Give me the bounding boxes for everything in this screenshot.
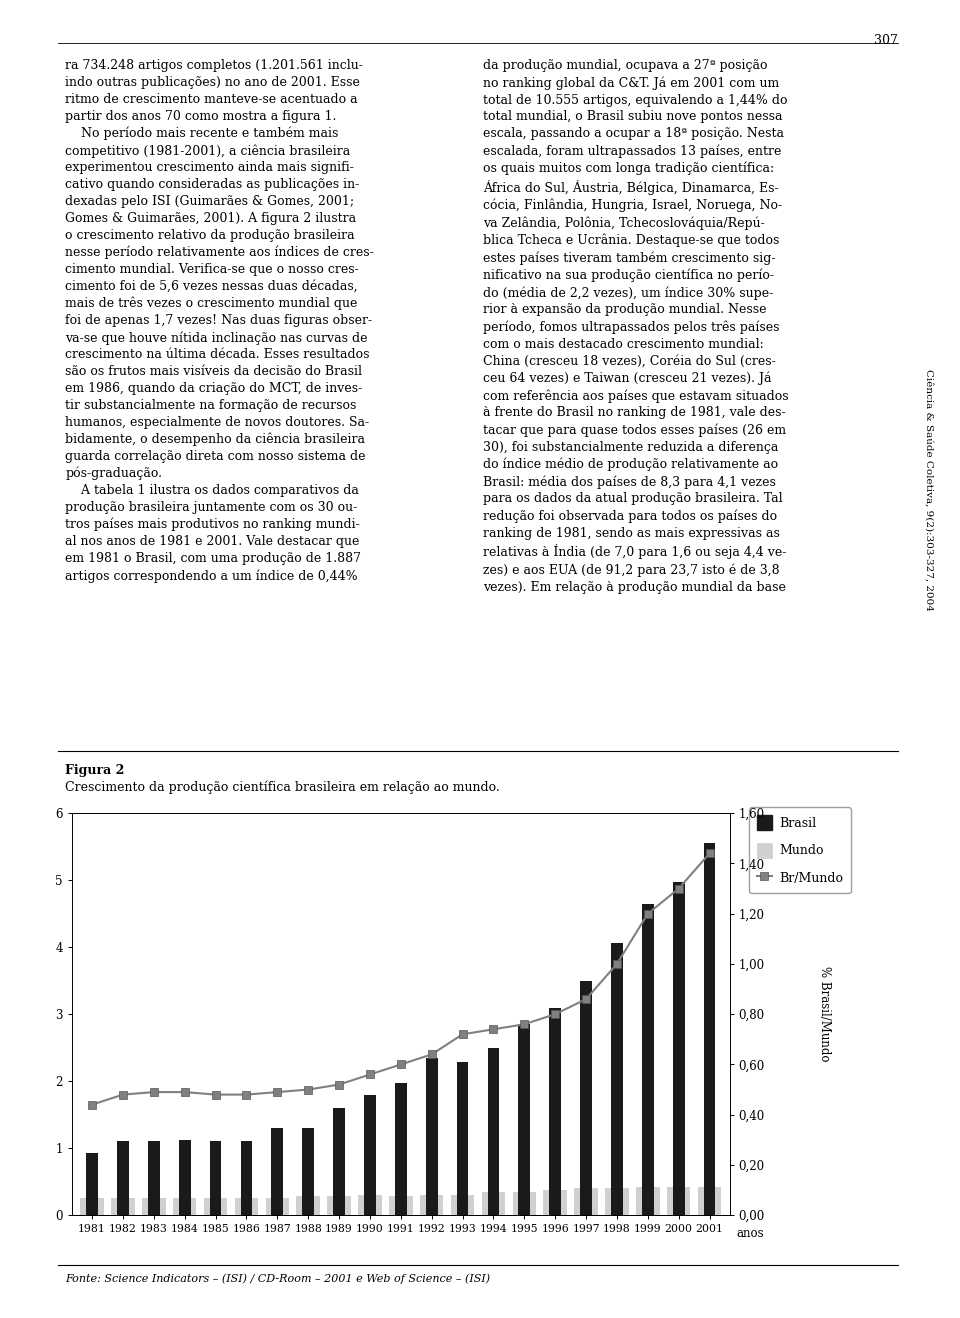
Bar xyxy=(234,1198,258,1215)
Text: Ciência & Saúde Coletiva, 9(2):303-327, 2004: Ciência & Saúde Coletiva, 9(2):303-327, … xyxy=(924,369,934,612)
Bar xyxy=(86,1153,98,1215)
Bar xyxy=(426,1058,438,1215)
Bar xyxy=(513,1191,536,1215)
Bar xyxy=(204,1198,228,1215)
Bar xyxy=(636,1188,660,1215)
Bar xyxy=(704,844,715,1215)
Text: anos: anos xyxy=(736,1227,764,1240)
Bar xyxy=(580,981,592,1215)
Bar xyxy=(451,1195,474,1215)
Bar xyxy=(673,882,684,1215)
Bar xyxy=(612,942,623,1215)
Text: 307: 307 xyxy=(874,34,898,47)
Bar xyxy=(543,1190,567,1215)
Bar xyxy=(148,1141,159,1215)
Bar xyxy=(358,1195,382,1215)
Bar xyxy=(698,1188,721,1215)
Bar xyxy=(420,1195,444,1215)
Bar xyxy=(111,1198,134,1215)
Bar xyxy=(142,1198,165,1215)
Bar xyxy=(642,904,654,1215)
Text: ra 734.248 artigos completos (1.201.561 inclu-
indo outras publicações) no ano d: ra 734.248 artigos completos (1.201.561 … xyxy=(65,59,374,583)
Bar xyxy=(117,1141,129,1215)
Bar xyxy=(457,1062,468,1215)
Bar xyxy=(241,1141,252,1215)
Bar xyxy=(667,1188,690,1215)
Bar xyxy=(333,1108,345,1215)
Text: Fonte: Science Indicators – (ISI) / CD-Room – 2001 e Web of Science – (ISI): Fonte: Science Indicators – (ISI) / CD-R… xyxy=(65,1273,491,1284)
Bar xyxy=(518,1024,530,1215)
Bar xyxy=(488,1048,499,1215)
Bar xyxy=(364,1094,375,1215)
Bar xyxy=(209,1141,222,1215)
Text: Crescimento da produção científica brasileira em relação ao mundo.: Crescimento da produção científica brasi… xyxy=(65,780,500,793)
Text: Figura 2: Figura 2 xyxy=(65,764,125,778)
Bar xyxy=(179,1140,190,1215)
Bar xyxy=(605,1189,629,1215)
Bar xyxy=(389,1197,413,1215)
Legend: Brasil, Mundo, Br/Mundo: Brasil, Mundo, Br/Mundo xyxy=(749,808,851,894)
Bar xyxy=(395,1083,407,1215)
Bar xyxy=(302,1128,314,1215)
Y-axis label: % Brasil/Mundo: % Brasil/Mundo xyxy=(818,966,830,1062)
Bar xyxy=(173,1198,197,1215)
Bar xyxy=(266,1198,289,1215)
Bar xyxy=(297,1197,320,1215)
Text: da produção mundial, ocupava a 27ª posição
no ranking global da C&T. Já em 2001 : da produção mundial, ocupava a 27ª posiç… xyxy=(483,59,788,593)
Bar xyxy=(81,1198,104,1215)
Bar xyxy=(549,1007,561,1215)
Bar xyxy=(574,1189,598,1215)
Bar xyxy=(272,1128,283,1215)
Bar xyxy=(327,1197,350,1215)
Bar xyxy=(482,1191,505,1215)
